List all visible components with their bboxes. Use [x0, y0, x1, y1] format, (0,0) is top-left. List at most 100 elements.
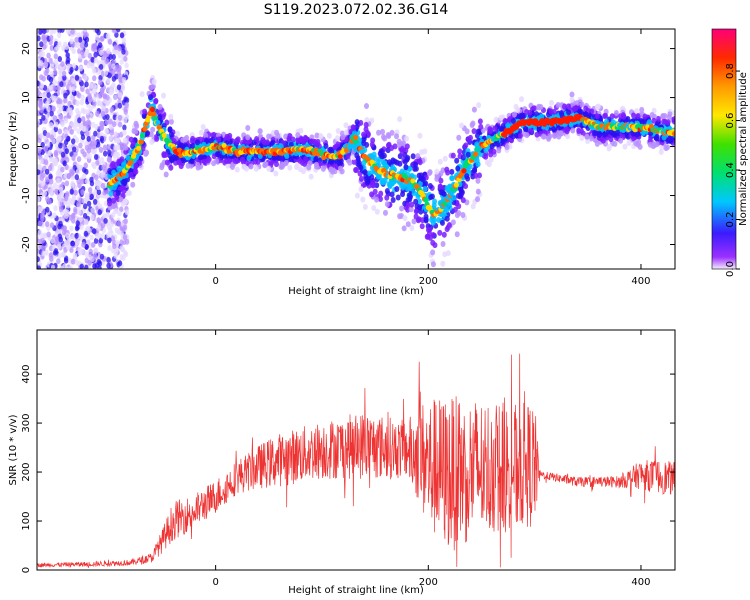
spectrogram-point — [389, 180, 395, 187]
spectrogram-noise-point — [59, 191, 65, 198]
spectrogram-point — [460, 154, 466, 161]
spectrogram-noise-point — [88, 248, 93, 255]
spectrogram-point — [157, 103, 163, 110]
spectrogram-noise-point — [97, 209, 102, 216]
spectrogram-noise-point — [75, 220, 80, 227]
spectrogram-noise-point — [53, 46, 58, 53]
spectrogram-point — [128, 136, 134, 143]
spectrogram-noise-point — [117, 92, 123, 99]
spectrogram-point — [353, 167, 359, 174]
spectrogram-point — [382, 177, 388, 184]
spectrogram-noise-point — [103, 69, 109, 76]
spectrogram-point — [445, 250, 451, 257]
spectrogram-point — [404, 135, 410, 142]
spectrogram-noise-point — [69, 188, 74, 195]
spectrogram-noise-point — [64, 265, 69, 269]
spectrogram-noise-point — [119, 253, 124, 260]
spectrogram-noise-point — [121, 48, 126, 55]
spectrogram-point — [358, 186, 364, 193]
spectrogram-noise-point — [87, 52, 93, 59]
spectrogram-ridge-point — [136, 145, 142, 151]
spectrogram-noise-point — [52, 212, 57, 219]
spectrogram-noise-point — [63, 92, 68, 99]
spectrogram-noise-point — [93, 130, 98, 137]
spectrogram-noise-point — [106, 262, 111, 269]
spectrogram-point — [608, 129, 614, 136]
snr-ytick-label: 300 — [21, 414, 32, 433]
spectrogram-point — [596, 131, 602, 138]
spectrogram-noise-point — [76, 110, 82, 117]
spectrogram-noise-point — [56, 177, 61, 184]
spectrogram-point — [195, 161, 201, 168]
spectrogram-noise-point — [117, 73, 123, 80]
spectrogram-noise-point — [37, 256, 40, 263]
spectrogram-noise-point — [67, 257, 72, 264]
spectrogram-point — [133, 120, 139, 127]
spectrogram-noise-point — [51, 105, 56, 112]
spectrogram-point — [328, 166, 334, 173]
spectrogram-point — [511, 111, 517, 118]
spectrogram-noise-point — [84, 264, 89, 269]
spectrogram-ridge-point — [472, 151, 479, 157]
spectrogram-noise-point — [92, 83, 97, 90]
spectrogram-noise-point — [39, 41, 44, 48]
spectrogram-noise-point — [87, 92, 92, 99]
spectrogram-point — [564, 126, 570, 133]
spectrogram-point — [496, 147, 502, 154]
spectrogram-point — [618, 137, 624, 144]
spectrogram-point — [416, 172, 422, 179]
spectrogram-point — [427, 169, 433, 176]
spectrogram-noise-point — [71, 48, 76, 55]
spectrogram-point — [487, 126, 493, 133]
spectrogram-noise-point — [99, 120, 104, 127]
spectrogram-ridge-point — [138, 139, 144, 145]
spectrogram-noise-point — [87, 259, 92, 266]
spectrogram-noise-point — [94, 29, 100, 34]
spectrogram-point — [584, 133, 590, 140]
spectrogram-point — [397, 116, 403, 123]
spectrogram-point — [410, 153, 416, 160]
snr-ytick-label: 100 — [21, 511, 32, 530]
spectrogram-point — [515, 106, 521, 113]
spectrogram-noise-point — [123, 108, 128, 115]
spectrogram-noise-point — [58, 220, 63, 227]
spectrogram-point — [308, 173, 314, 180]
spectrogram-noise-point — [80, 134, 86, 141]
spectrogram-noise-point — [89, 193, 95, 200]
spectrogram-noise-point — [102, 144, 108, 151]
spectrogram-noise-point — [65, 52, 70, 59]
spectrogram-point — [273, 161, 279, 168]
spectrogram-point — [464, 173, 470, 180]
colorbar-label: Normalized spectral amplitude — [738, 72, 749, 226]
spectrogram-point — [444, 215, 450, 222]
spectrogram-noise-point — [74, 232, 79, 239]
spectrogram-point — [168, 131, 174, 138]
spectrogram-noise-point — [123, 117, 128, 124]
spectrogram-point — [239, 156, 245, 163]
spectrogram-point — [570, 127, 576, 134]
spectrogram-point — [374, 196, 380, 203]
spectrogram-point — [475, 196, 481, 203]
spectrogram-noise-point — [57, 128, 63, 135]
spectrogram-point — [133, 168, 139, 175]
spectrogram-point — [573, 105, 579, 112]
spectrogram-noise-point — [66, 244, 71, 251]
spectrogram-point — [277, 155, 283, 162]
spectrogram-point — [153, 97, 159, 104]
spectrogram-point — [372, 188, 378, 195]
spectrogram-noise-point — [113, 94, 118, 101]
spectrogram-point — [667, 111, 673, 118]
spectrogram-noise-point — [91, 121, 96, 128]
spectrogram-noise-point — [69, 94, 74, 101]
spectrogram-point — [430, 261, 436, 268]
spectrogram-noise-point — [111, 75, 117, 82]
spectrogram-point — [389, 191, 395, 198]
spectrogram-point — [519, 96, 525, 103]
spectrogram-noise-point — [43, 159, 49, 166]
spectrogram-noise-point — [66, 135, 71, 142]
spectrogram-point — [154, 135, 160, 142]
spectrogram-noise-point — [48, 156, 54, 163]
spectrogram-noise-point — [53, 248, 59, 255]
spectrogram-noise-point — [87, 186, 93, 193]
